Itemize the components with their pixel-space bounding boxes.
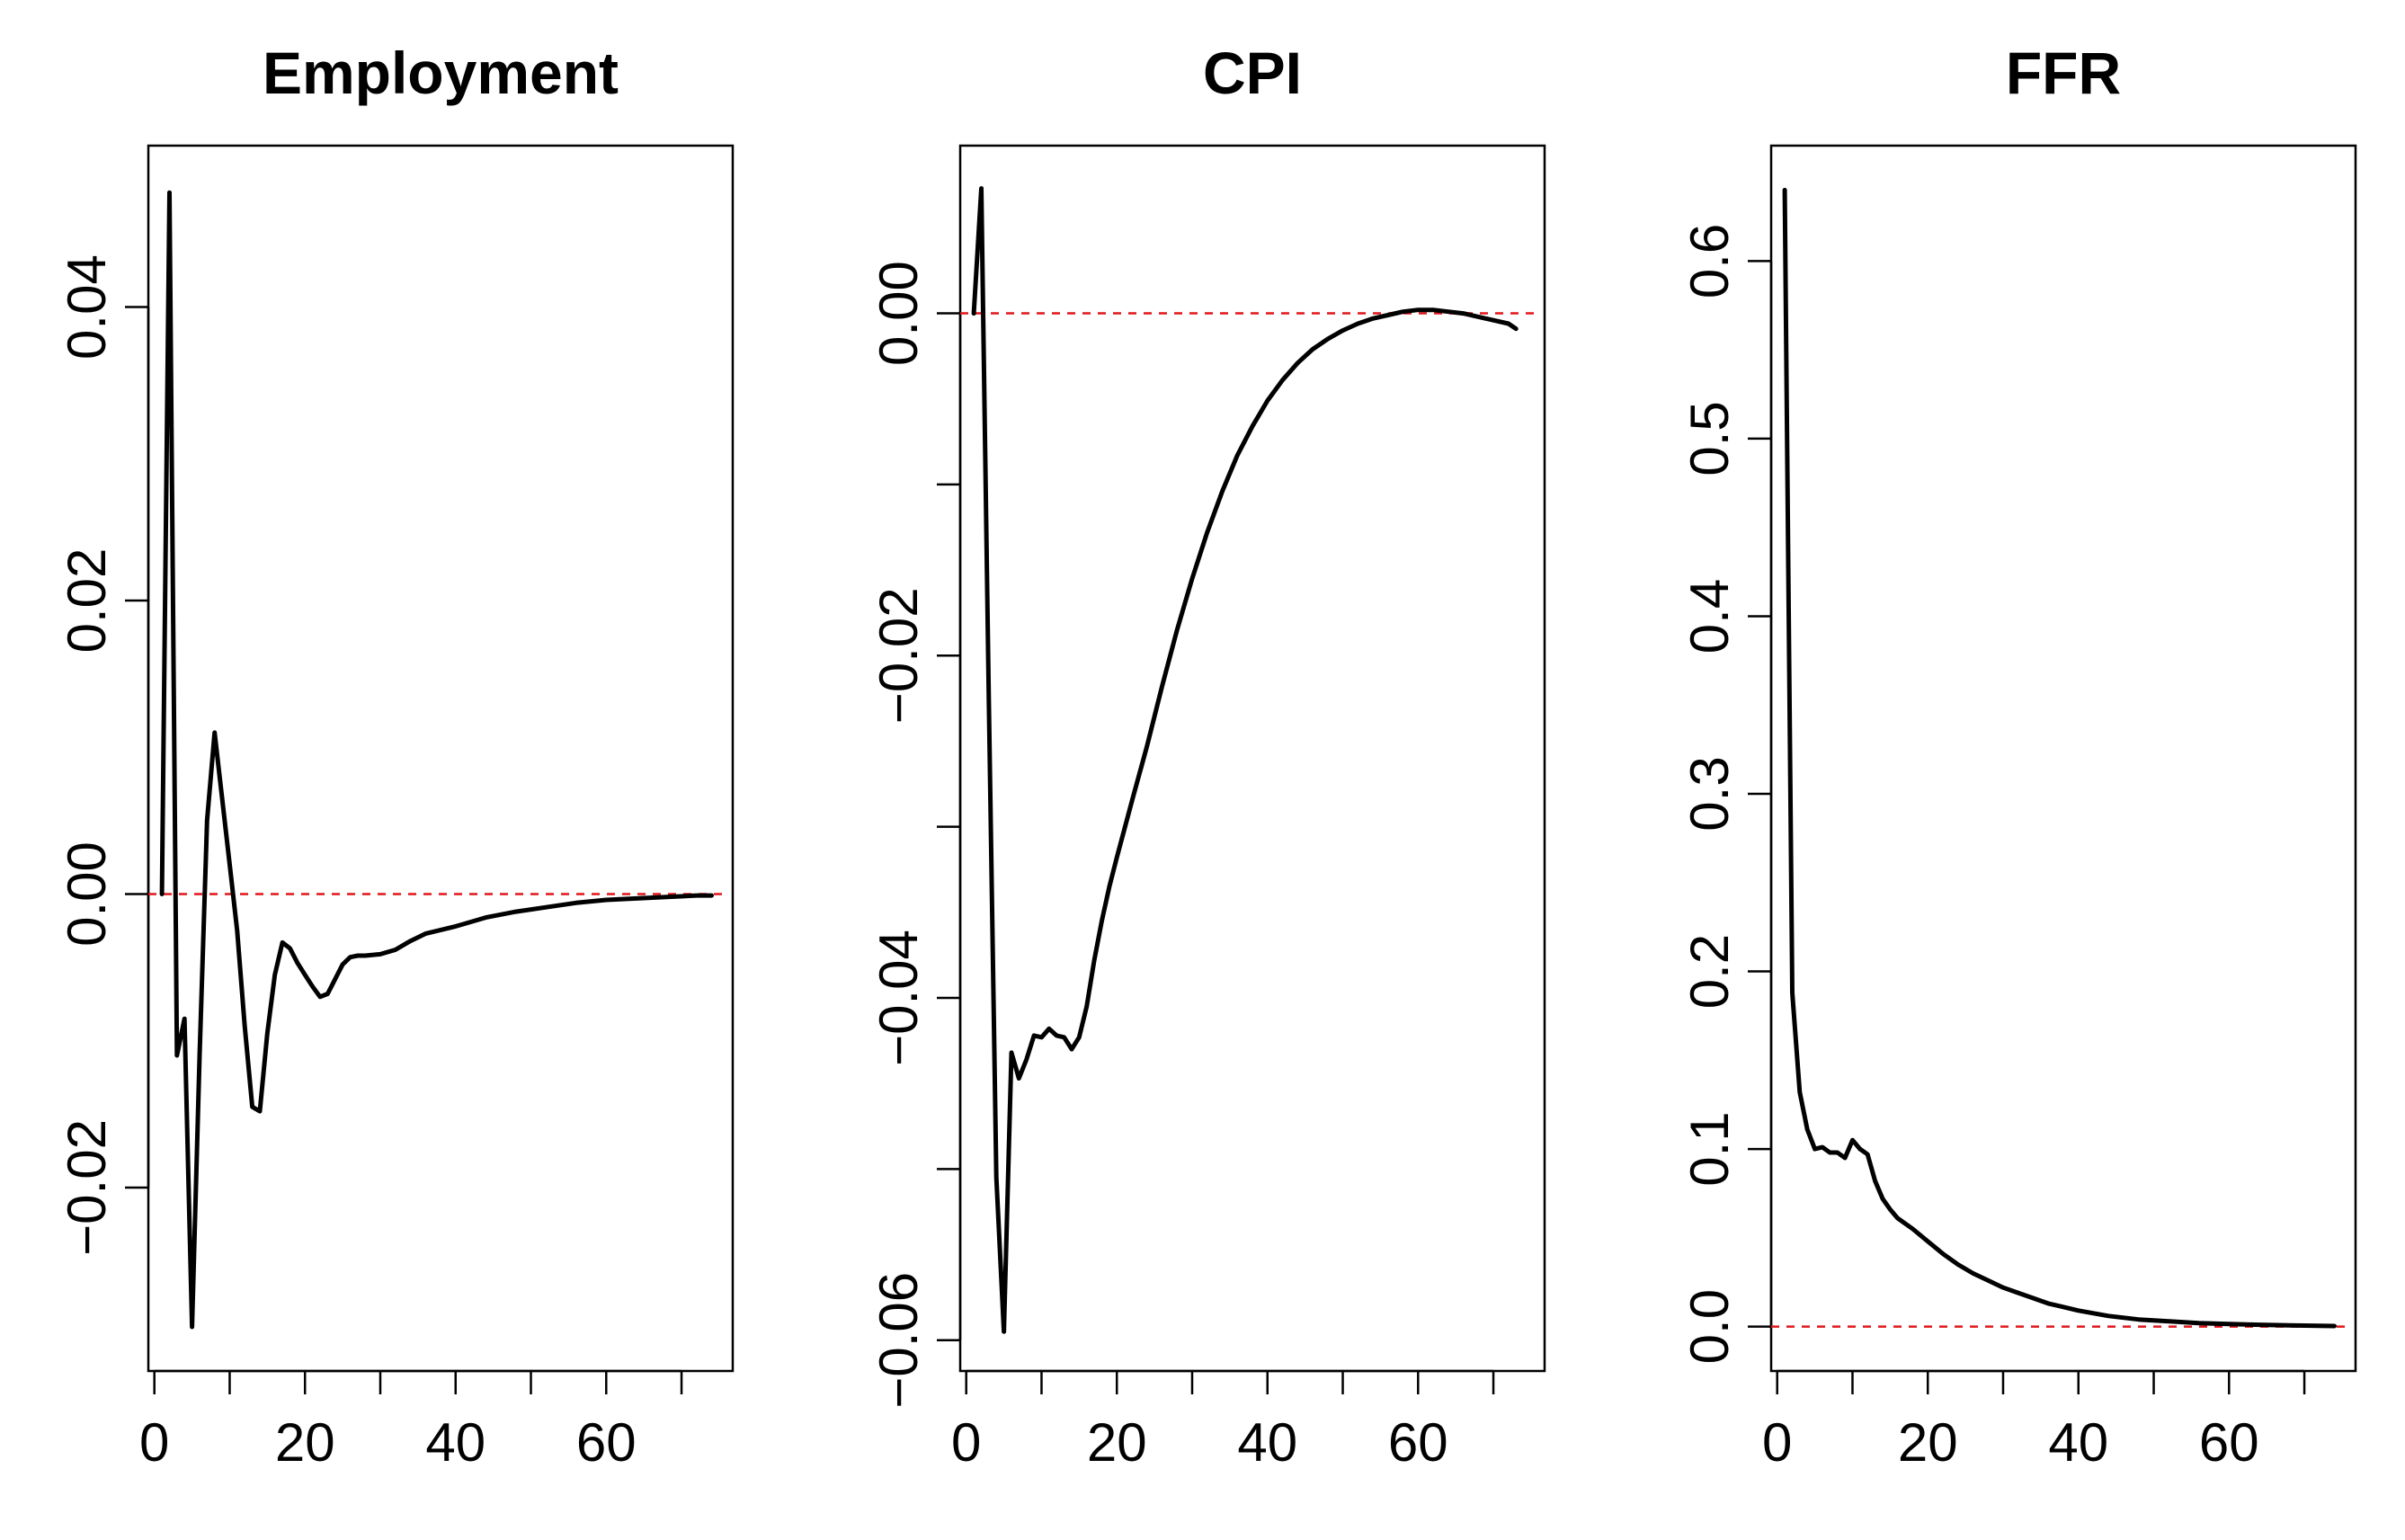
y-tick-label: 0.02 <box>57 548 117 654</box>
x-tick-label: 0 <box>139 1412 169 1473</box>
y-tick-label: 0.1 <box>1679 1111 1740 1186</box>
chart-title-ffr: FFR <box>2006 40 2121 106</box>
y-tick-label: −0.02 <box>868 587 929 724</box>
x-tick-label: 60 <box>576 1412 637 1473</box>
impulse-response-line-cpi <box>971 186 1519 1334</box>
panel-ffr: FFR 0 20 40 60 0.0 0.1 0.2 0.3 0.4 0.5 0.6 <box>1679 40 2357 1473</box>
y-tick-label: 0.3 <box>1679 756 1740 831</box>
panel-cpi: CPI 0 20 40 60 −0.06 −0.04 −0.02 0.00 <box>868 40 1546 1473</box>
impulse-response-line-ffr <box>1782 187 2337 1329</box>
y-tick-label: −0.04 <box>868 930 929 1066</box>
y-tick-label: 0.5 <box>1679 401 1740 476</box>
x-tick-label: 0 <box>1762 1412 1792 1473</box>
y-tick-label: 0.00 <box>57 841 117 947</box>
x-tick-label: 0 <box>951 1412 981 1473</box>
y-tick-label: 0.4 <box>1679 579 1740 654</box>
x-tick-label: 20 <box>275 1412 335 1473</box>
y-tick-label: −0.02 <box>57 1119 117 1256</box>
y-tick-label: 0.04 <box>57 254 117 360</box>
chart-title-cpi: CPI <box>1203 40 1302 106</box>
x-tick-label: 60 <box>1388 1412 1448 1473</box>
chart-title-employment: Employment <box>263 40 619 106</box>
plot-frame <box>958 144 1546 1373</box>
x-tick-label: 20 <box>1087 1412 1147 1473</box>
y-tick-label: 0.2 <box>1679 934 1740 1009</box>
plot-frame <box>1769 144 2357 1373</box>
y-tick-label: −0.06 <box>868 1272 929 1409</box>
plot-frame <box>147 144 735 1373</box>
x-tick-label: 40 <box>1237 1412 1297 1473</box>
panel-employment: Employment 0 20 40 60 −0.02 0.00 0.02 0.04 <box>57 40 735 1473</box>
y-tick-label: 0.6 <box>1679 224 1740 298</box>
x-tick-label: 40 <box>425 1412 485 1473</box>
x-tick-label: 20 <box>1898 1412 1958 1473</box>
x-tick-label: 60 <box>2199 1412 2259 1473</box>
y-tick-label: 0.0 <box>1679 1289 1740 1364</box>
x-tick-label: 40 <box>2048 1412 2108 1473</box>
impulse-response-line-employment <box>159 190 714 1330</box>
y-tick-label: 0.00 <box>868 261 929 366</box>
